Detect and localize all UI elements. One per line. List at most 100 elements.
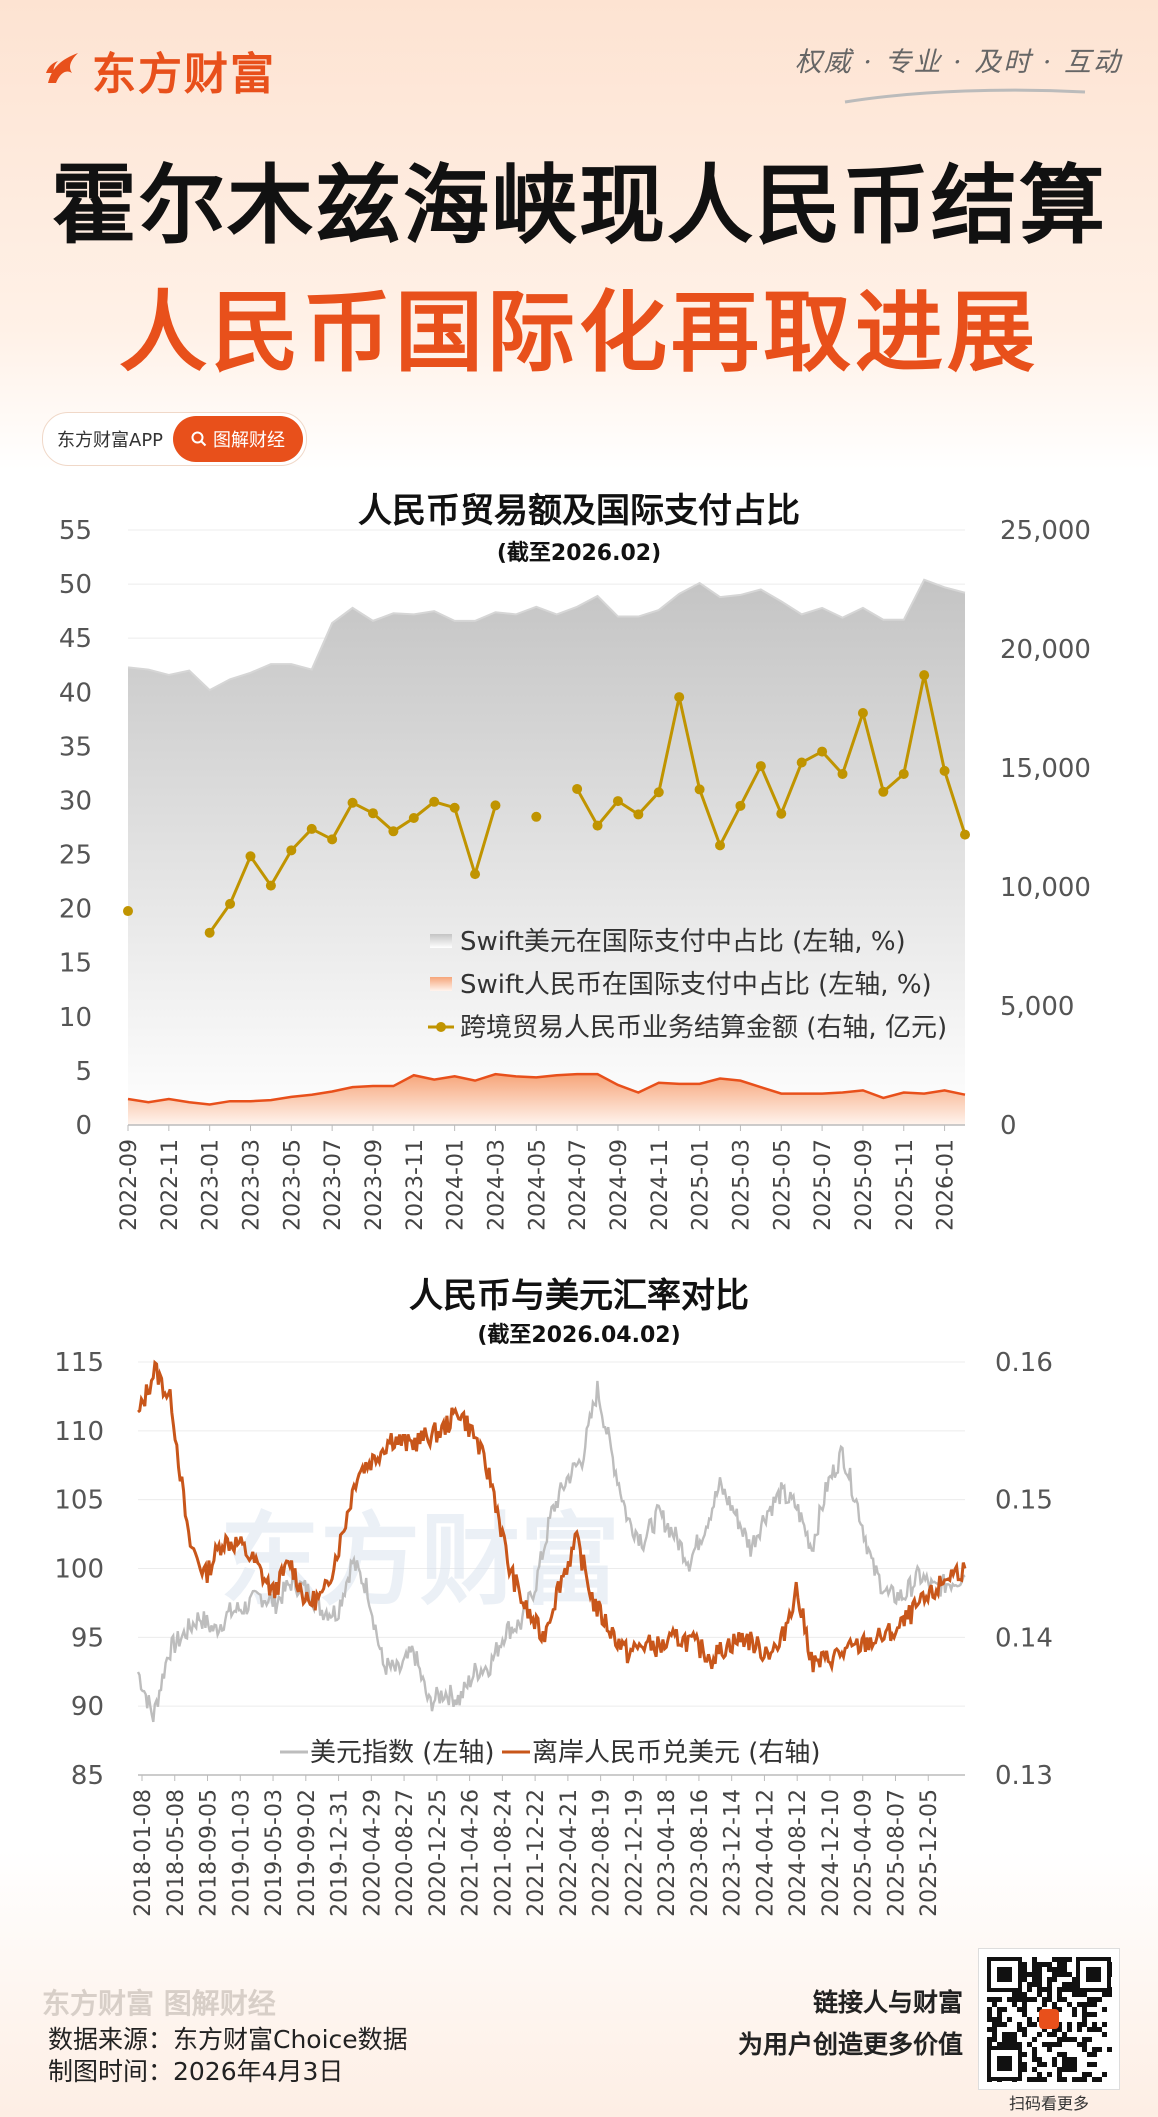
x-tick-label: 2025-03 <box>729 1139 754 1231</box>
trade-point <box>612 796 623 807</box>
legend-label: 跨境贸易人民币业务结算金额 (右轴, 亿元) <box>460 1013 947 1043</box>
trade-point <box>531 811 542 822</box>
trade-point <box>265 880 276 891</box>
cny-share-area <box>128 1074 965 1125</box>
slogan: 权威 · 专业 · 及时 · 互动 <box>794 47 1122 78</box>
x-tick-label: 2021-08-24 <box>491 1789 516 1917</box>
cnh-line <box>137 1359 967 1674</box>
trade-point <box>408 812 419 823</box>
trade-point <box>919 670 930 681</box>
legend-label: 美元指数 (左轴) <box>310 1738 495 1768</box>
x-tick-label: 2025-08-07 <box>884 1789 909 1917</box>
trade-point <box>572 783 583 794</box>
watermark-2: 东方财富 <box>220 1502 620 1619</box>
trade-point <box>367 808 378 819</box>
trade-point <box>694 784 705 795</box>
x-tick-label: 2022-11 <box>158 1139 183 1231</box>
app-badge[interactable]: 东方财富APP 图解财经 <box>42 412 308 466</box>
legend-label: 离岸人民币兑美元 (右轴) <box>532 1738 821 1768</box>
y-right-tick: 0 <box>1000 1111 1017 1141</box>
trade-point <box>898 768 909 779</box>
x-tick-label: 2019-09-02 <box>295 1789 320 1917</box>
x-tick-label: 2023-07 <box>321 1139 346 1231</box>
search-icon <box>191 431 207 447</box>
x-tick-label: 2024-09 <box>607 1139 632 1231</box>
legend-usd-swatch <box>430 934 452 948</box>
y-left-tick: 30 <box>59 786 92 816</box>
x-tick-label: 2023-01 <box>199 1139 224 1231</box>
x-tick-label: 2025-12-05 <box>917 1789 942 1917</box>
trade-point <box>837 768 848 779</box>
y-left-tick: 45 <box>59 624 92 654</box>
qr-code[interactable] <box>978 1948 1120 2090</box>
x-tick-label: 2023-11 <box>403 1139 428 1231</box>
chart2-title: 人民币与美元汇率对比 <box>409 1276 749 1316</box>
y-left-tick: 20 <box>59 895 92 925</box>
trade-point <box>674 692 685 703</box>
y-left-tick: 95 <box>71 1623 104 1653</box>
y-left-tick: 25 <box>59 841 92 871</box>
trade-point <box>306 823 317 834</box>
trade-point <box>939 765 950 776</box>
y-left-tick: 5 <box>75 1057 92 1087</box>
trade-point <box>817 746 828 757</box>
y-right-tick: 15,000 <box>1000 754 1091 784</box>
x-tick-label: 2024-07 <box>566 1139 591 1231</box>
x-tick-label: 2025-07 <box>811 1139 836 1231</box>
y-right-tick: 0.14 <box>995 1623 1053 1653</box>
y-right-tick: 0.16 <box>995 1348 1053 1378</box>
trade-point <box>776 808 787 819</box>
x-tick-label: 2026-01 <box>934 1139 959 1231</box>
x-tick-label: 2024-01 <box>444 1139 469 1231</box>
y-right-tick: 0.13 <box>995 1761 1053 1791</box>
chart1-subtitle: (截至2026.02) <box>497 541 661 566</box>
trade-point <box>857 708 868 719</box>
x-tick-label: 2021-04-26 <box>459 1789 484 1917</box>
y-right-tick: 10,000 <box>1000 873 1091 903</box>
y-left-tick: 15 <box>59 949 92 979</box>
x-tick-label: 2024-08-12 <box>786 1789 811 1917</box>
brand-name: 东方财富 <box>92 49 276 100</box>
app-label: 东方财富APP <box>57 430 164 451</box>
trade-point <box>878 786 889 797</box>
cny-share-line <box>127 1072 966 1106</box>
y-left-tick: 110 <box>54 1417 104 1447</box>
chart2-subtitle: (截至2026.04.02) <box>477 1323 680 1348</box>
trade-point <box>653 787 664 798</box>
legend-label: Swift人民币在国际支付中占比 (左轴, %) <box>460 970 932 1000</box>
trade-point <box>960 829 970 840</box>
footer-brand: 东方财富 图解财经 <box>42 1987 276 2020</box>
y-left-tick: 115 <box>54 1348 104 1378</box>
qr-caption: 扫码看更多 <box>1008 2094 1089 2113</box>
y-left-tick: 105 <box>54 1486 104 1516</box>
y-right-tick: 25,000 <box>1000 516 1091 546</box>
usd-share-line <box>127 578 966 692</box>
x-tick-label: 2024-11 <box>648 1139 673 1231</box>
legend-label: Swift美元在国际支付中占比 (左轴, %) <box>460 927 906 957</box>
y-left-tick: 90 <box>71 1692 104 1722</box>
x-tick-label: 2020-12-25 <box>426 1789 451 1917</box>
x-tick-label: 2024-04-12 <box>753 1789 778 1917</box>
x-tick-label: 2020-04-29 <box>360 1789 385 1917</box>
x-tick-label: 2023-03 <box>239 1139 264 1231</box>
x-tick-label: 2021-12-22 <box>524 1789 549 1917</box>
x-tick-label: 2023-12-14 <box>721 1789 746 1917</box>
tujie-label: 图解财经 <box>213 430 286 451</box>
chart1-title: 人民币贸易额及国际支付占比 <box>358 491 800 531</box>
usd-share-area <box>128 579 965 1125</box>
trade-point <box>715 840 726 851</box>
trade-point <box>592 820 603 831</box>
legend-cny-swatch <box>430 977 452 991</box>
tujie-button[interactable]: 图解财经 <box>173 416 304 462</box>
fx-compare-chart: 东方财富 人民币与美元汇率对比 (截至2026.04.02) 115 110 105… <box>54 1276 1053 1917</box>
y-right-tick: 20,000 <box>1000 635 1091 665</box>
trade-point <box>429 796 440 807</box>
x-tick-label: 2023-09 <box>362 1139 387 1231</box>
trade-point <box>735 800 746 811</box>
flame-logo-icon <box>46 53 78 83</box>
x-tick-label: 2022-08-19 <box>590 1789 615 1917</box>
x-tick-label: 2019-12-31 <box>328 1789 353 1917</box>
y-left-tick: 55 <box>59 516 92 546</box>
x-tick-label: 2020-08-27 <box>393 1789 418 1917</box>
x-tick-label: 2022-12-19 <box>622 1789 647 1917</box>
